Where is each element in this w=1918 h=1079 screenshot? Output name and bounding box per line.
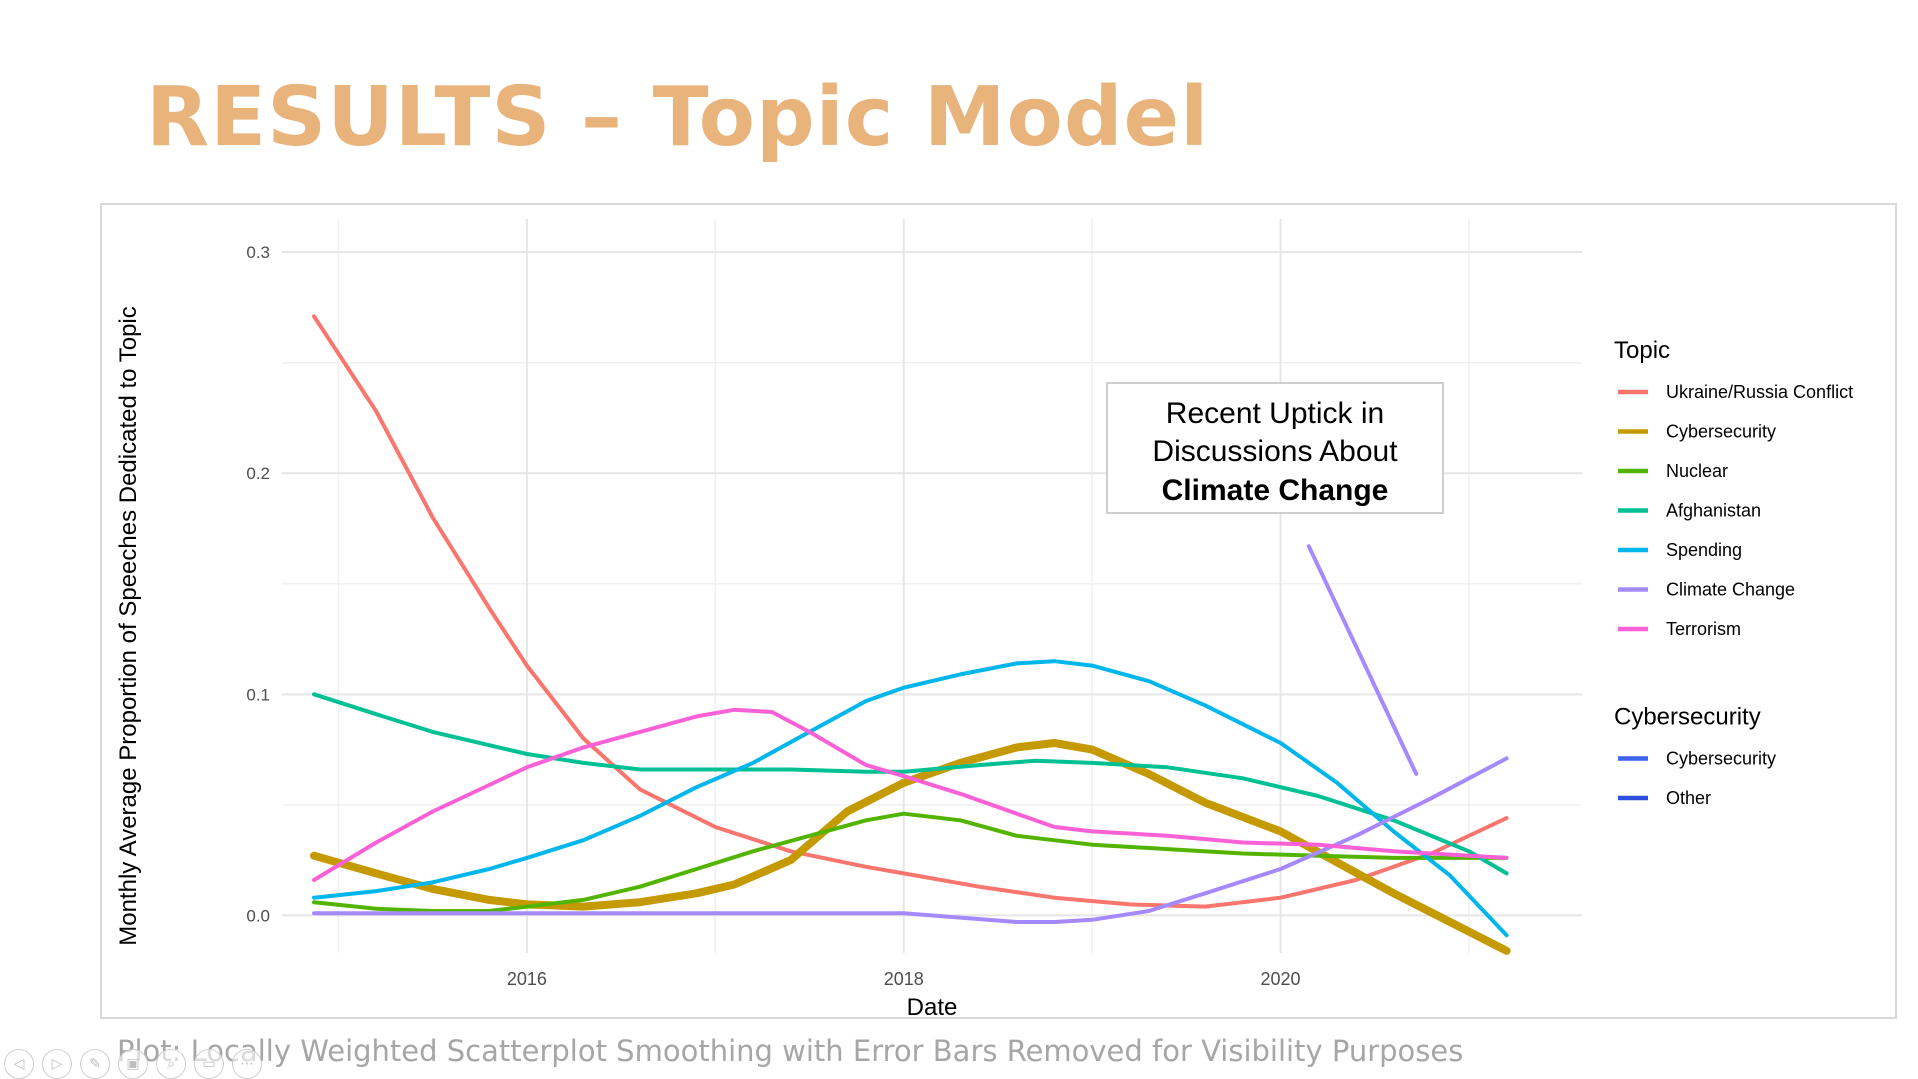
x-tick-label: 2016 [507,969,547,989]
series-line-climate-change-annotation- [1306,544,1419,776]
legend-label: Spending [1666,540,1742,560]
y-tick-label: 0.3 [246,243,270,262]
legend-label: Other [1666,788,1711,808]
legend-title: Topic [1614,337,1670,364]
legend-label: Afghanistan [1666,501,1761,521]
series-line-terrorism [312,707,1509,882]
annotation-line-1: Recent Uptick in [1166,397,1384,430]
legend-layer: Topic Ukraine/Russia Conflict Cybersecurit… [1614,337,1853,808]
legend-label: Ukraine/Russia Conflict [1666,382,1853,402]
legend-label: Terrorism [1666,619,1741,639]
annotation-line-2: Discussions About [1152,435,1398,468]
series-line-climate-change [312,756,1509,924]
annotation-line-3: Climate Change [1162,474,1389,507]
legend-title: Cybersecurity [1614,704,1761,731]
series-line-spending [312,659,1509,938]
pen-icon[interactable]: ✎ [80,1049,110,1079]
series-line-ukraine-russia-conflict [312,314,1509,909]
legend-label: Nuclear [1666,461,1728,481]
slide-title: RESULTS – Topic Model [146,70,1210,165]
legend-label: Cybersecurity [1666,422,1776,442]
screen-icon[interactable]: ▭ [194,1049,224,1079]
y-tick-label: 0.2 [246,464,270,483]
legend-label: Climate Change [1666,580,1795,600]
x-tick-label: 2018 [884,969,924,989]
y-tick-label: 0.0 [246,906,270,925]
topic-model-chart: 0.0 0.1 0.2 0.3 2016 2018 2020 Date Monthly Aver… [115,219,1853,1021]
series-layer [310,314,1511,955]
series-line-nuclear [312,811,1509,913]
next-slide-icon[interactable]: ▷ [42,1049,72,1079]
zoom-icon[interactable]: ⌕ [156,1049,186,1079]
x-tick-label: 2020 [1261,969,1301,989]
annotation-box [1106,382,1444,514]
previous-slide-icon[interactable]: ◁ [4,1049,34,1079]
slide-caption: Plot: Locally Weighted Scatterplot Smoot… [117,1034,1464,1068]
annotation-layer: Recent Uptick in Discussions About Climate… [1106,382,1444,514]
axis-layer: 0.0 0.1 0.2 0.3 2016 2018 2020 Date Monthly Aver… [115,243,1301,1021]
series-line-cybersecurity [310,739,1511,955]
more-icon[interactable]: ⋯ [232,1049,262,1079]
y-axis-title: Monthly Average Proportion of Speeches D… [115,306,142,946]
y-tick-label: 0.1 [246,685,270,704]
slideshow-nav-controls: ◁ ▷ ✎ ▣ ⌕ ▭ ⋯ [4,1049,262,1079]
slides-icon[interactable]: ▣ [118,1049,148,1079]
x-axis-title: Date [907,994,958,1021]
legend-label: Cybersecurity [1666,749,1776,769]
chart-frame: 0.0 0.1 0.2 0.3 2016 2018 2020 Date Monthly Aver… [100,203,1897,1021]
